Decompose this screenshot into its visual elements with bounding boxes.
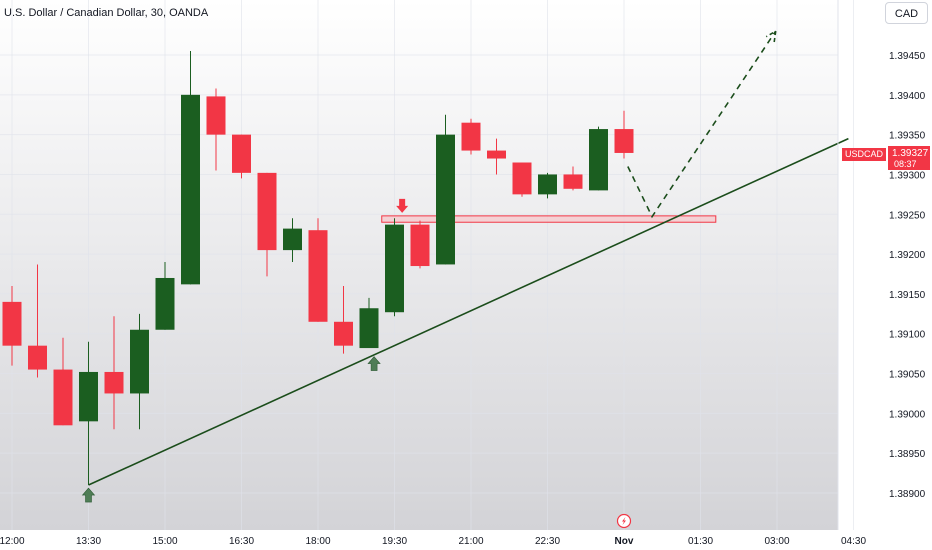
y-tick-label: 1.39150 (889, 290, 926, 301)
candle (232, 134, 251, 179)
candle (206, 88, 226, 171)
candle (283, 218, 302, 263)
y-tick-label: 1.39200 (889, 250, 926, 261)
y-tick-label: 1.38900 (889, 489, 926, 500)
candle-body (436, 134, 455, 265)
x-tick-label: 22:30 (535, 536, 560, 547)
candle-body (538, 174, 557, 195)
candle (461, 118, 481, 155)
candle-body (385, 224, 404, 313)
candle (155, 262, 175, 330)
x-tick-label: 13:30 (76, 536, 101, 547)
candle (487, 138, 506, 175)
candle (614, 110, 634, 159)
y-tick-label: 1.39000 (889, 409, 926, 420)
candle-body (563, 174, 583, 189)
x-tick-label: 12:00 (0, 536, 25, 547)
candle (2, 285, 22, 366)
badge-countdown: 08:37 (894, 159, 917, 169)
candle (436, 114, 455, 265)
candle-body (104, 371, 124, 394)
candle-body (461, 122, 481, 151)
candle-body (589, 129, 608, 191)
candle-body (155, 277, 175, 330)
projection-path (627, 30, 777, 219)
symbol-title: U.S. Dollar / Canadian Dollar, 30, OANDA (4, 7, 209, 19)
candle (181, 51, 200, 285)
x-tick-label: 16:30 (229, 536, 254, 547)
candle (104, 316, 124, 430)
projection-arrowhead (765, 29, 777, 43)
currency-button[interactable]: CAD (885, 2, 928, 24)
trendline (88, 137, 849, 486)
down-arrow-icon (396, 198, 409, 213)
candle-body (232, 134, 251, 173)
candle-body (130, 329, 149, 394)
lightning-bolt (622, 517, 626, 525)
candle-body (2, 301, 22, 346)
candle-body (53, 369, 73, 426)
candle (385, 218, 404, 317)
zone-rect (381, 215, 717, 223)
candle-body (206, 96, 226, 135)
candle-body (257, 172, 277, 251)
candle (53, 337, 73, 426)
y-tick-label: 1.39250 (889, 210, 926, 221)
y-tick-label: 1.39350 (889, 131, 926, 142)
y-tick-label: 1.39100 (889, 330, 926, 341)
y-tick-label: 1.39450 (889, 51, 926, 62)
x-tick-label: 15:00 (152, 536, 177, 547)
event-marker[interactable] (616, 513, 632, 529)
candle-body (308, 230, 328, 322)
candle-body (181, 94, 200, 285)
candle-body (614, 129, 634, 153)
candle-body (28, 345, 47, 370)
x-tick-label: 01:30 (688, 536, 713, 547)
candle-body (359, 308, 379, 349)
resistance-zone (381, 215, 717, 223)
y-tick-label: 1.39300 (889, 170, 926, 181)
candle (79, 341, 98, 486)
candle (410, 220, 430, 269)
candle-body (410, 224, 430, 267)
x-tick-label: 04:30 (841, 536, 866, 547)
candle (538, 172, 557, 199)
candle-body (487, 150, 506, 159)
y-tick-label: 1.38950 (889, 449, 926, 460)
last-price-badge: USDCAD 1.39327 08:37 (842, 146, 930, 170)
price-axis[interactable]: 1.38900 1.38950 1.39000 1.39050 1.39100 1.391… (837, 0, 926, 530)
up-arrow-icon (81, 487, 96, 503)
up-arrow-icon (367, 356, 381, 371)
y-tick-label: 1.39400 (889, 91, 926, 102)
candle (257, 172, 277, 277)
arrow-markers (81, 198, 409, 503)
y-tick-label: 1.39050 (889, 370, 926, 381)
candle (589, 126, 608, 191)
candle (512, 162, 532, 197)
candles (2, 51, 634, 486)
candle-body (512, 162, 532, 195)
x-tick-label: 19:30 (382, 536, 407, 547)
candle-body (334, 321, 353, 346)
badge-price: 1.39327 (892, 148, 929, 159)
x-tick-label: 18:00 (305, 536, 330, 547)
candle (563, 166, 583, 191)
candle-body (283, 228, 302, 251)
candle (359, 297, 379, 349)
x-tick-label: Nov (615, 536, 634, 547)
time-axis[interactable]: 12:00 13:30 15:00 16:30 18:00 19:30 21:00 22:30… (0, 536, 866, 547)
candle (334, 285, 353, 354)
x-tick-label: 21:00 (458, 536, 483, 547)
candle (308, 218, 328, 322)
candle-body (79, 371, 98, 422)
candle (28, 264, 47, 378)
badge-symbol: USDCAD (842, 148, 886, 161)
candle (130, 313, 149, 430)
x-tick-label: 03:00 (764, 536, 789, 547)
badge-price-box: 1.39327 08:37 (888, 146, 930, 170)
drawings (88, 29, 849, 486)
